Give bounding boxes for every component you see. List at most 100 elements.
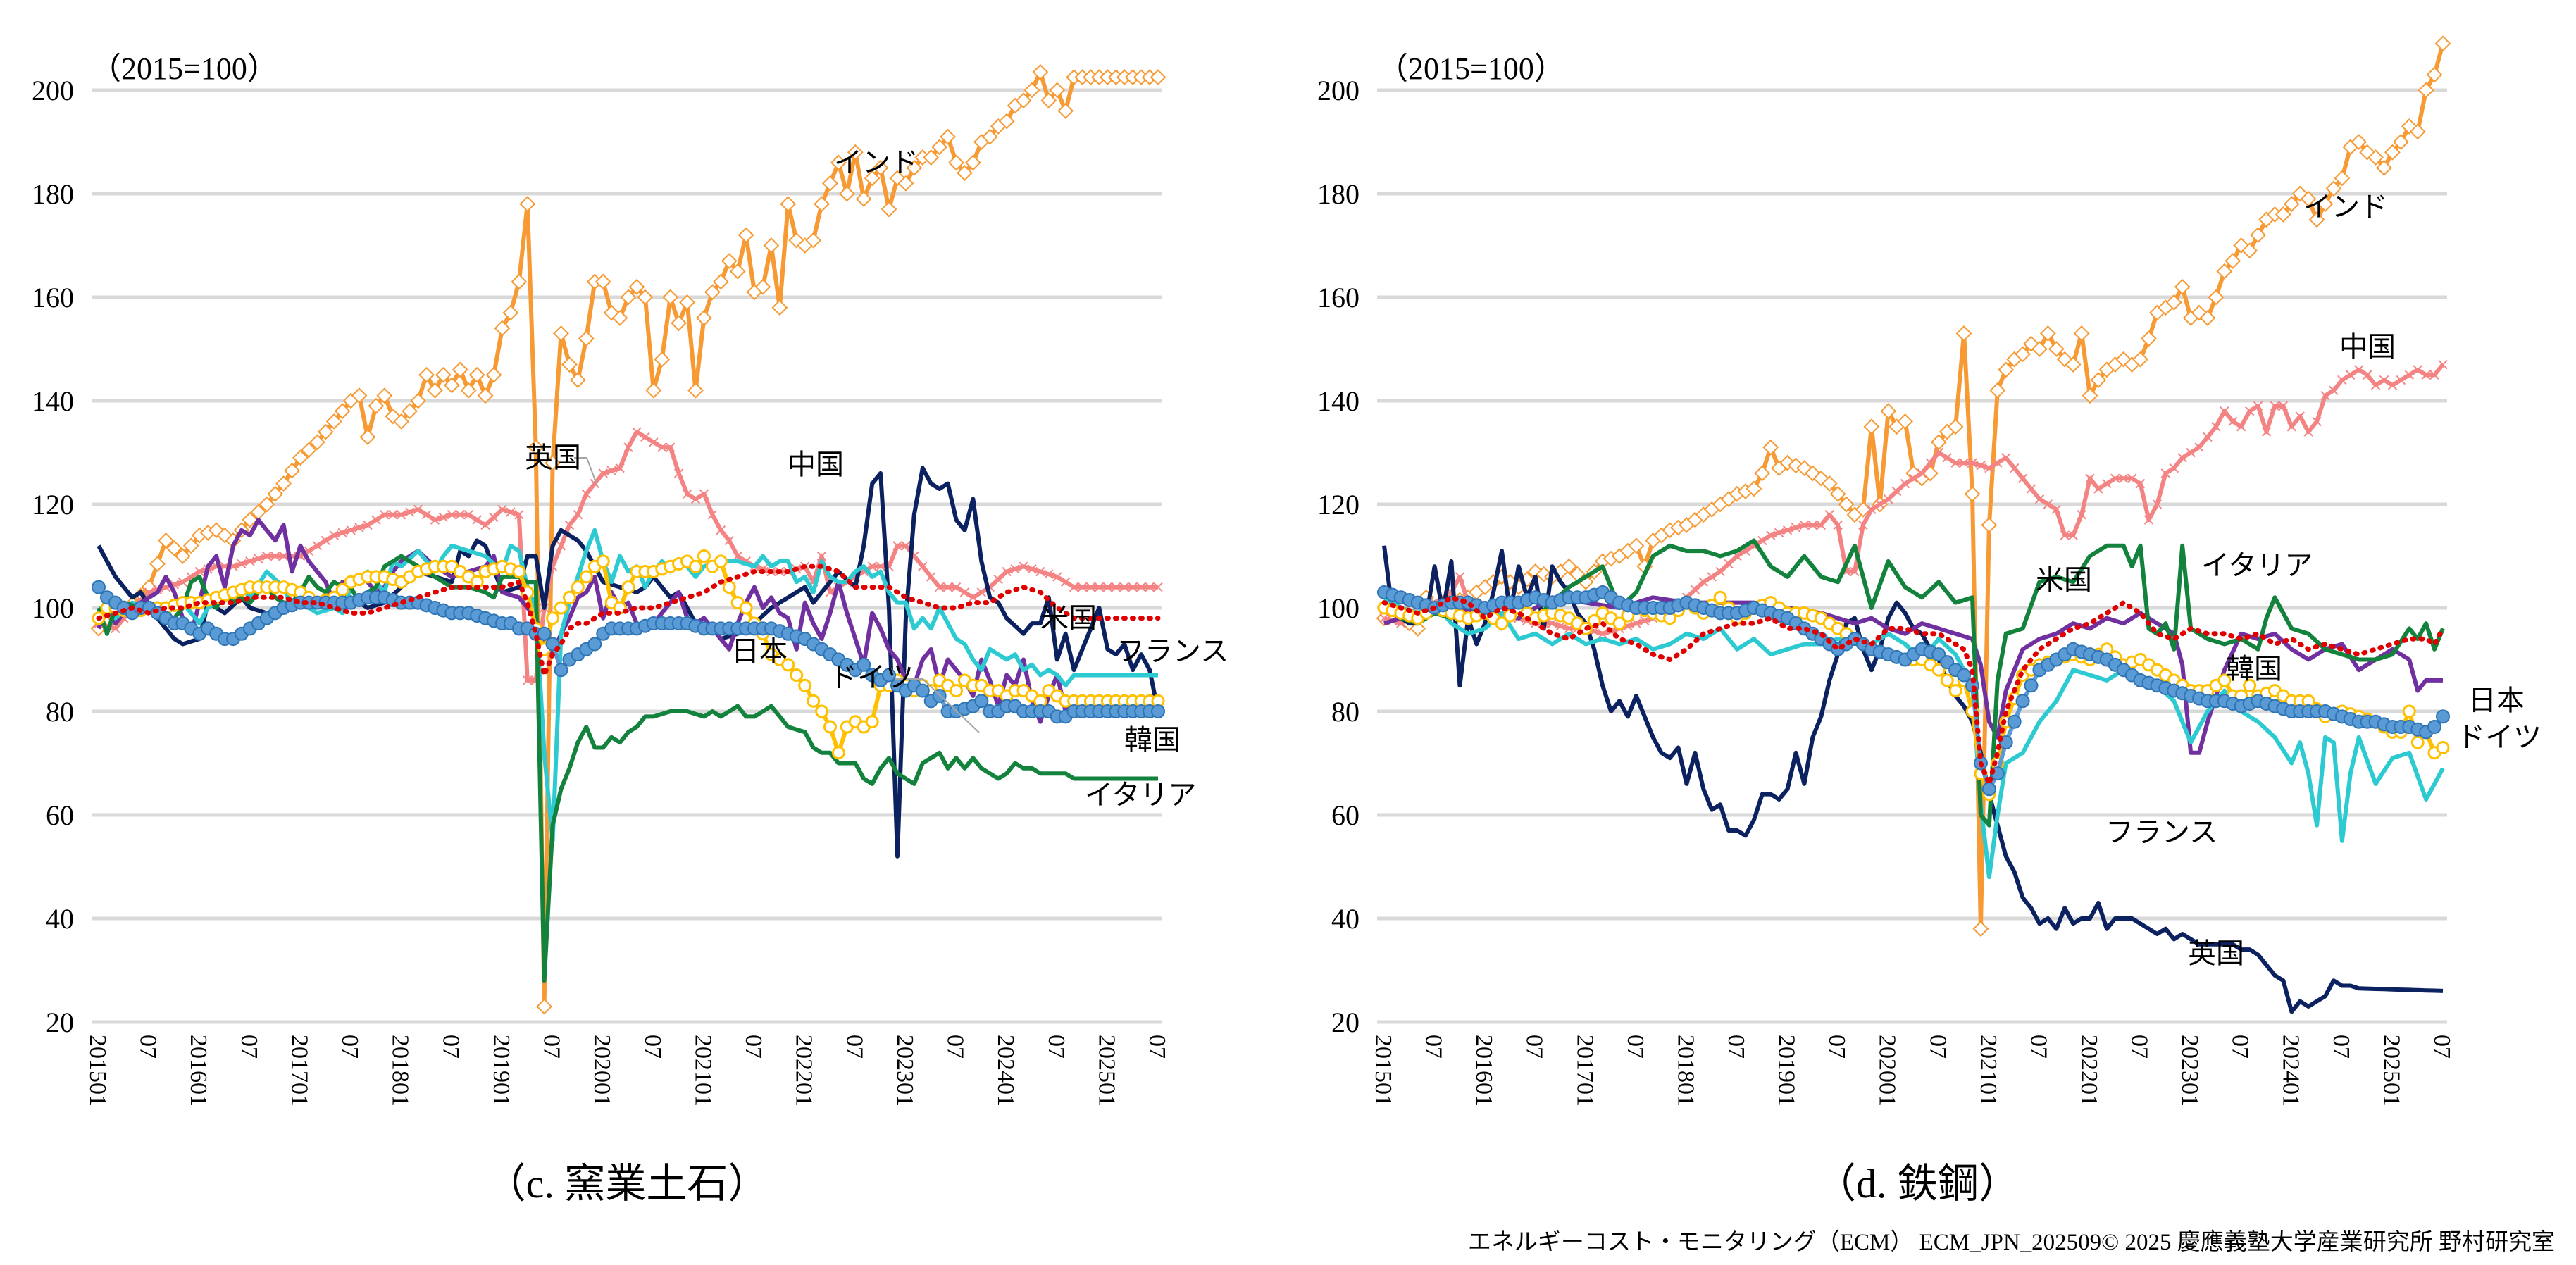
data-point <box>940 128 957 145</box>
data-point <box>712 273 729 290</box>
y-tick-label: 80 <box>46 696 74 728</box>
x-tick-label: 201801 <box>1672 1035 1698 1107</box>
data-point <box>968 592 978 603</box>
data-point <box>1102 582 1113 592</box>
data-point <box>545 454 561 471</box>
data-point <box>430 515 440 525</box>
data-point <box>2346 370 2356 380</box>
data-point <box>1027 564 1037 574</box>
data-point <box>2286 422 2296 432</box>
data-point <box>2177 453 2187 463</box>
data-point <box>1917 468 1927 478</box>
data-point <box>2243 678 2257 692</box>
data-point <box>329 530 339 540</box>
data-point <box>2370 380 2381 390</box>
data-point <box>2039 325 2056 342</box>
data-point <box>2354 365 2364 375</box>
x-tick-label: 201501 <box>1370 1035 1396 1107</box>
x-tick-label: 07 <box>2328 1035 2354 1059</box>
data-point <box>149 556 166 572</box>
series-イタリア <box>1382 538 2445 828</box>
data-point <box>1867 504 1877 515</box>
x-tick-label: 07 <box>337 1035 363 1059</box>
data-point <box>889 170 906 187</box>
data-point <box>2384 144 2401 161</box>
data-point <box>623 442 633 452</box>
series-label: 韓国 <box>1124 724 1181 756</box>
data-point <box>816 551 827 561</box>
data-point <box>2082 387 2098 404</box>
data-point <box>92 580 106 594</box>
x-tick-label: 202001 <box>589 1035 615 1107</box>
data-point <box>687 382 704 399</box>
data-point <box>2034 494 2045 504</box>
data-point <box>561 356 578 373</box>
x-tick-label: 07 <box>1622 1035 1648 1059</box>
data-point <box>906 159 923 176</box>
data-point <box>754 278 771 295</box>
data-point <box>1838 496 1855 513</box>
data-point <box>1807 520 1818 530</box>
data-point <box>781 658 795 672</box>
data-point <box>2367 149 2384 166</box>
data-point <box>2132 351 2148 368</box>
data-point <box>1598 629 1607 639</box>
x-tick-label: 202201 <box>791 1035 817 1107</box>
data-point <box>738 227 754 244</box>
data-point <box>245 556 255 566</box>
data-point <box>805 232 822 249</box>
data-point <box>2216 263 2233 280</box>
data-point <box>2135 478 2146 489</box>
data-point <box>2376 159 2392 176</box>
x-tick-label: 201701 <box>286 1035 312 1107</box>
data-point <box>2308 211 2325 228</box>
series-label: ドイツ <box>829 661 914 693</box>
data-point <box>1094 582 1105 592</box>
data-point <box>2436 709 2450 724</box>
data-point <box>733 551 742 561</box>
x-tick-label: 07 <box>1924 1035 1950 1059</box>
data-point <box>1035 566 1045 577</box>
data-point <box>2017 473 2028 483</box>
x-tick-label: 07 <box>1522 1035 1548 1059</box>
data-point <box>497 504 507 515</box>
series-label: フランス <box>2105 816 2217 848</box>
x-tick-label: 07 <box>1144 1035 1170 1059</box>
data-point <box>2048 341 2065 357</box>
data-point <box>438 512 449 523</box>
data-point <box>111 623 120 634</box>
data-point <box>1981 516 1998 533</box>
data-point <box>480 520 490 530</box>
data-point <box>455 509 465 520</box>
data-point <box>662 289 679 306</box>
data-point <box>556 541 566 551</box>
series-label: 日本 <box>2468 685 2525 716</box>
data-point <box>707 509 718 520</box>
data-point <box>1829 485 1846 502</box>
series-label: 英国 <box>2188 937 2244 969</box>
data-point <box>1145 582 1155 592</box>
data-point <box>2396 375 2406 385</box>
data-point <box>950 684 964 698</box>
data-point <box>665 442 676 452</box>
y-tick-label: 120 <box>1317 489 1359 521</box>
x-tick-label: 201901 <box>488 1035 514 1107</box>
series-フランス <box>97 528 1158 843</box>
data-point <box>2228 416 2238 427</box>
data-point <box>1989 382 2006 399</box>
data-point <box>881 201 897 218</box>
data-point <box>1052 572 1062 582</box>
data-point <box>2169 463 2179 473</box>
data-point <box>1044 569 1054 579</box>
x-tick-label: 07 <box>740 1035 766 1059</box>
data-point <box>964 154 981 171</box>
data-point <box>2278 401 2289 411</box>
data-point <box>1993 458 2003 468</box>
data-point <box>923 149 940 166</box>
data-point <box>1032 63 1049 80</box>
data-point <box>1612 616 1626 630</box>
data-point <box>1547 618 1557 628</box>
data-point <box>397 509 406 520</box>
data-point <box>562 590 576 604</box>
data-point <box>1884 494 1893 504</box>
